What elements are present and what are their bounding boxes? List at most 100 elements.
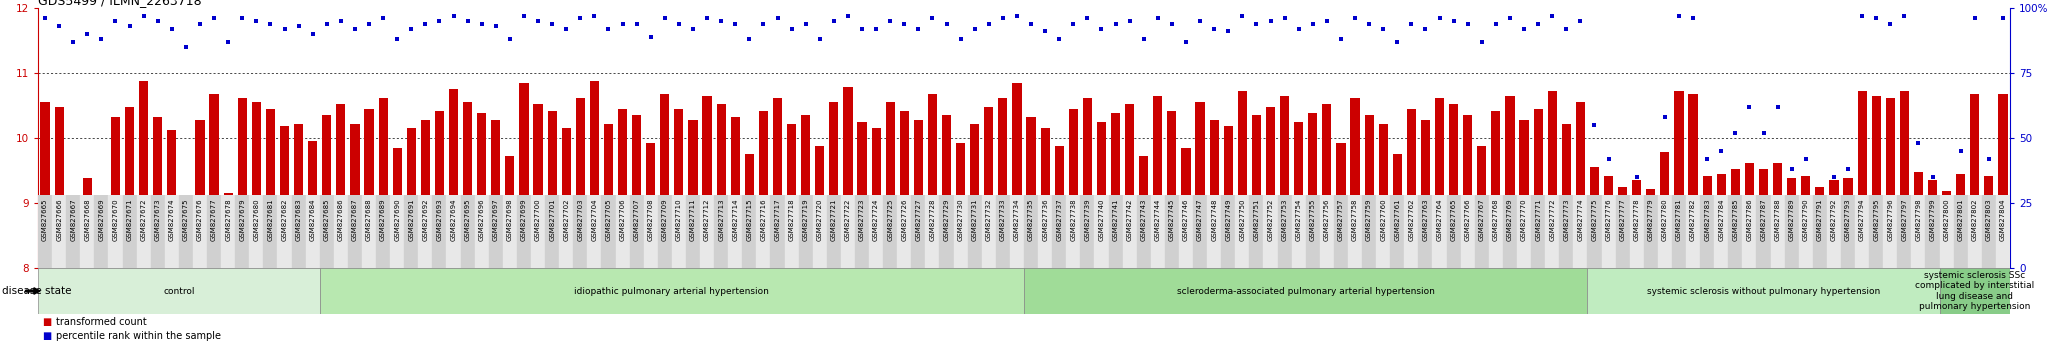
Bar	[1151, 195, 1165, 268]
Bar	[1815, 187, 1825, 268]
Bar	[516, 195, 530, 268]
Bar	[731, 117, 739, 268]
Point	[1776, 166, 1808, 172]
Text: GSM827731: GSM827731	[971, 199, 977, 241]
Text: GSM827769: GSM827769	[1507, 199, 1513, 241]
Text: GSM827702: GSM827702	[563, 199, 569, 241]
Bar	[1010, 195, 1024, 268]
Point	[254, 21, 287, 27]
Text: GSM827736: GSM827736	[1042, 199, 1049, 241]
Text: GSM827786: GSM827786	[1747, 199, 1753, 241]
Point	[1874, 21, 1907, 27]
Point	[1212, 29, 1245, 34]
Text: GSM827758: GSM827758	[1352, 199, 1358, 241]
Point	[43, 23, 76, 29]
Text: GSM827746: GSM827746	[1184, 199, 1190, 241]
Bar	[1024, 268, 1587, 314]
Bar	[1688, 94, 1698, 268]
Point	[311, 21, 344, 27]
Bar	[1589, 167, 1599, 268]
Bar	[70, 213, 78, 268]
Text: GSM827747: GSM827747	[1198, 199, 1202, 241]
Point	[127, 13, 160, 19]
Bar	[1999, 94, 2007, 268]
Bar	[1587, 268, 1939, 314]
Point	[367, 16, 399, 21]
Point	[1917, 174, 1950, 180]
Point	[958, 26, 991, 32]
Bar	[295, 124, 303, 268]
Bar	[702, 96, 711, 268]
Point	[1085, 26, 1118, 32]
Bar	[1970, 94, 1978, 268]
Bar	[307, 141, 317, 268]
Text: GSM827750: GSM827750	[1239, 199, 1245, 241]
Bar	[1956, 174, 1966, 268]
Bar	[547, 111, 557, 268]
Bar	[1139, 156, 1149, 268]
Bar	[55, 107, 63, 268]
Text: GSM827695: GSM827695	[465, 199, 471, 241]
Bar	[1884, 195, 1896, 268]
Bar	[1210, 120, 1219, 268]
Bar	[672, 195, 686, 268]
Bar	[362, 195, 377, 268]
Point	[944, 36, 977, 42]
Bar	[897, 195, 911, 268]
Text: GSM827717: GSM827717	[774, 199, 780, 241]
Point	[690, 16, 723, 21]
Point	[846, 26, 879, 32]
Point	[1493, 16, 1526, 21]
Point	[1014, 21, 1047, 27]
Bar	[561, 128, 571, 268]
Bar	[1167, 111, 1176, 268]
Bar	[1221, 195, 1235, 268]
Bar	[770, 195, 784, 268]
Point	[1466, 39, 1499, 45]
Bar	[1602, 195, 1616, 268]
Bar	[1053, 195, 1067, 268]
Bar	[418, 195, 432, 268]
Point	[987, 16, 1020, 21]
Point	[1057, 21, 1090, 27]
Point	[1620, 174, 1653, 180]
Bar	[434, 111, 444, 268]
Bar	[997, 98, 1008, 268]
Point	[1663, 13, 1696, 19]
Bar	[1436, 98, 1444, 268]
Bar	[178, 195, 193, 268]
Bar	[616, 195, 629, 268]
Text: GSM827752: GSM827752	[1268, 199, 1274, 241]
Point	[649, 16, 682, 21]
Bar	[51, 195, 66, 268]
Point	[973, 21, 1006, 27]
Point	[1366, 26, 1399, 32]
Bar	[647, 143, 655, 268]
Point	[1028, 29, 1061, 34]
Bar	[1278, 195, 1292, 268]
Bar	[604, 124, 612, 268]
Bar	[193, 195, 207, 268]
Point	[410, 21, 442, 27]
Bar	[80, 195, 94, 268]
Bar	[1743, 195, 1757, 268]
Bar	[643, 195, 657, 268]
Text: GSM827668: GSM827668	[84, 199, 90, 241]
Point	[860, 26, 893, 32]
Point	[1452, 21, 1485, 27]
Bar	[1896, 195, 1911, 268]
Bar	[1982, 195, 1997, 268]
Bar	[1645, 195, 1659, 268]
Point	[211, 39, 244, 45]
Bar	[883, 195, 897, 268]
Text: GSM827719: GSM827719	[803, 199, 809, 241]
Text: GSM827781: GSM827781	[1675, 199, 1681, 241]
Bar	[801, 115, 811, 268]
Bar	[461, 195, 475, 268]
Point	[676, 26, 709, 32]
Text: GSM827726: GSM827726	[901, 199, 907, 241]
Bar	[1124, 104, 1135, 268]
Bar	[956, 143, 965, 268]
Point	[1227, 13, 1260, 19]
Point	[1987, 16, 2019, 21]
